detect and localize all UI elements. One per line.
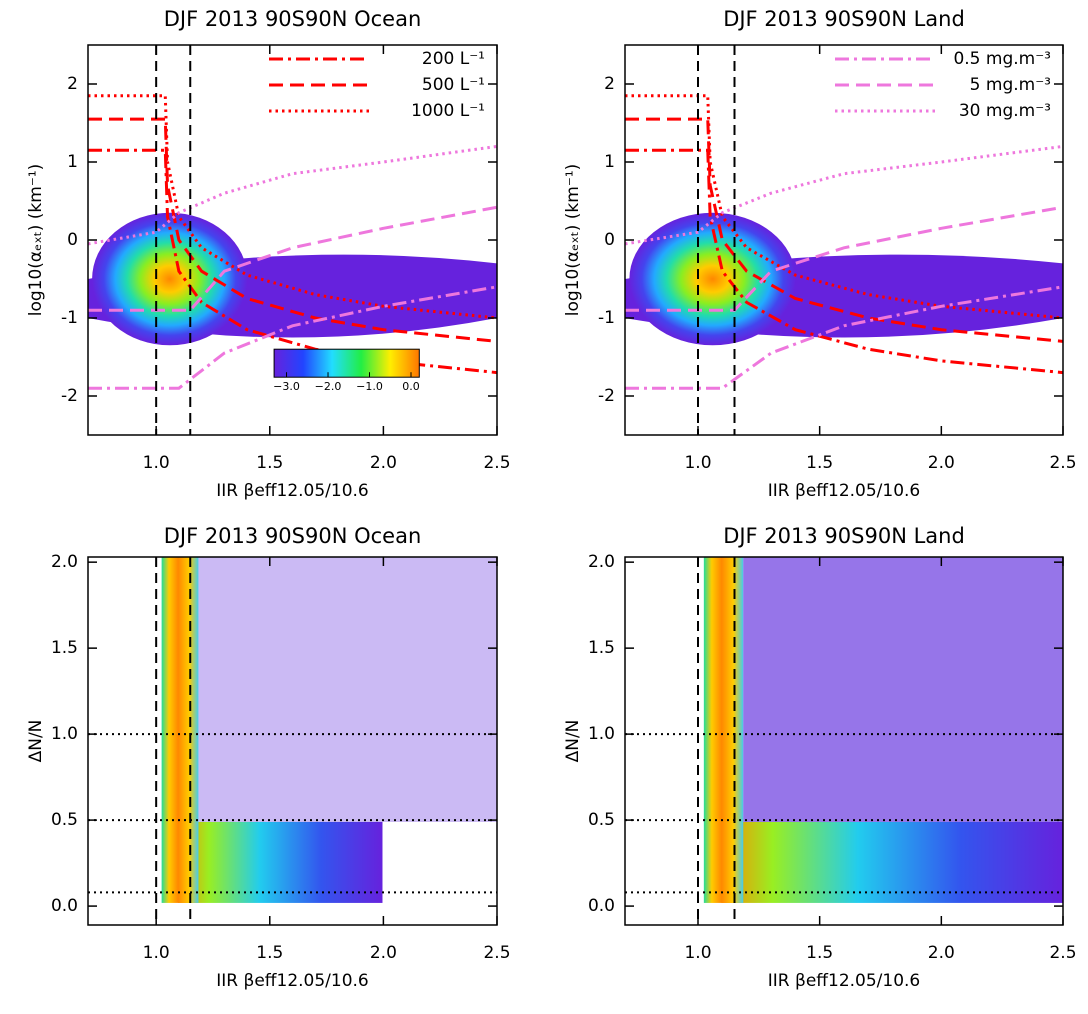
y-tick-label: 1 [67, 152, 78, 172]
y-tick-label: 1.0 [588, 724, 615, 744]
x-tick-label: 1.0 [143, 943, 170, 963]
x-tick-label: 2.5 [483, 453, 510, 473]
x-tick-label: 2.5 [483, 943, 510, 963]
x-tick-label: 1.5 [256, 943, 283, 963]
curve [625, 94, 1063, 320]
y-tick-label: 2 [604, 74, 615, 94]
density-column [161, 557, 199, 903]
y-tick-label: 2.0 [588, 552, 615, 572]
curve [625, 285, 1063, 390]
y-axis-label: ΔN/N [26, 720, 46, 763]
y-tick-label: 0.0 [588, 896, 615, 916]
x-tick-label: 1.5 [256, 453, 283, 473]
chart-title: DJF 2013 90S90N Ocean [164, 7, 422, 31]
y-tick-label: 1 [604, 152, 615, 172]
plot-frame [624, 556, 1064, 926]
x-tick-label: 1.0 [143, 453, 170, 473]
density-floor [177, 821, 383, 903]
y-tick-label: 1.0 [51, 724, 78, 744]
y-tick-label: -2 [61, 386, 78, 406]
curve [88, 94, 497, 320]
y-axis-label: log10(αₑₓₜ) (km⁻¹) [563, 164, 583, 317]
density-column [703, 557, 744, 903]
x-tick-label: 2.0 [928, 943, 955, 963]
y-tick-label: 2.0 [51, 552, 78, 572]
y-tick-label: 2 [67, 74, 78, 94]
x-axis-label: IIR βeff12.05/10.6 [216, 971, 369, 991]
density [625, 94, 1063, 390]
y-tick-label: -2 [598, 386, 615, 406]
x-axis-label: IIR βeff12.05/10.6 [768, 971, 921, 991]
y-tick-label: 1.5 [588, 638, 615, 658]
chart-title: DJF 2013 90S90N Land [723, 524, 965, 548]
y-axis-label: log10(αₑₓₜ) (km⁻¹) [26, 164, 46, 317]
y-tick-label: 0.5 [588, 810, 615, 830]
colorbar-tick-label: 0.0 [402, 380, 420, 393]
density-floor [721, 821, 1063, 903]
chart-title: DJF 2013 90S90N Ocean [164, 524, 422, 548]
legend-label: 500 L⁻¹ [422, 75, 485, 95]
plot-frame [87, 556, 498, 926]
curve [88, 285, 497, 390]
y-tick-label: 1.5 [51, 638, 78, 658]
x-tick-label: 1.0 [684, 943, 711, 963]
x-tick-label: 2.0 [370, 943, 397, 963]
curve [88, 205, 497, 312]
x-axis-label: IIR βeff12.05/10.6 [216, 481, 369, 501]
chart-title: DJF 2013 90S90N Land [723, 7, 965, 31]
y-tick-label: 0 [67, 230, 78, 250]
legend-label: 30 mg.m⁻³ [959, 101, 1051, 121]
density [703, 557, 1063, 903]
curve [625, 144, 1063, 246]
legend-label: 5 mg.m⁻³ [970, 75, 1051, 95]
x-tick-label: 1.0 [684, 453, 711, 473]
legend-label: 1000 L⁻¹ [411, 101, 485, 121]
x-axis-label: IIR βeff12.05/10.6 [768, 481, 921, 501]
legend-label: 200 L⁻¹ [422, 49, 485, 69]
density-spread [743, 557, 1063, 822]
x-tick-label: 2.5 [1049, 943, 1076, 963]
density-core [92, 212, 248, 346]
y-tick-label: 0.5 [51, 810, 78, 830]
curve [625, 148, 1063, 375]
curve [625, 117, 1063, 343]
y-tick-label: -1 [598, 308, 615, 328]
colorbar-tick-label: −1.0 [356, 380, 383, 393]
density-spread [198, 557, 497, 822]
curve [88, 117, 497, 343]
x-tick-label: 1.5 [806, 943, 833, 963]
colorbar: −3.0 −2.0 −1.0 0.0 [273, 348, 420, 393]
y-tick-label: 0.0 [51, 896, 78, 916]
colorbar-tick-label: −2.0 [315, 380, 342, 393]
colorbar-tick-label: −3.0 [273, 380, 300, 393]
x-tick-label: 1.5 [806, 453, 833, 473]
density [161, 557, 497, 903]
y-tick-label: -1 [61, 308, 78, 328]
x-tick-label: 2.0 [928, 453, 955, 473]
density-core [629, 212, 796, 346]
legend-label: 0.5 mg.m⁻³ [953, 49, 1051, 69]
x-tick-label: 2.0 [370, 453, 397, 473]
x-tick-label: 2.5 [1049, 453, 1076, 473]
y-axis-label: ΔN/N [563, 720, 583, 763]
colorbar-scale [273, 348, 420, 378]
density [88, 94, 497, 390]
y-tick-label: 0 [604, 230, 615, 250]
curve [625, 205, 1063, 312]
